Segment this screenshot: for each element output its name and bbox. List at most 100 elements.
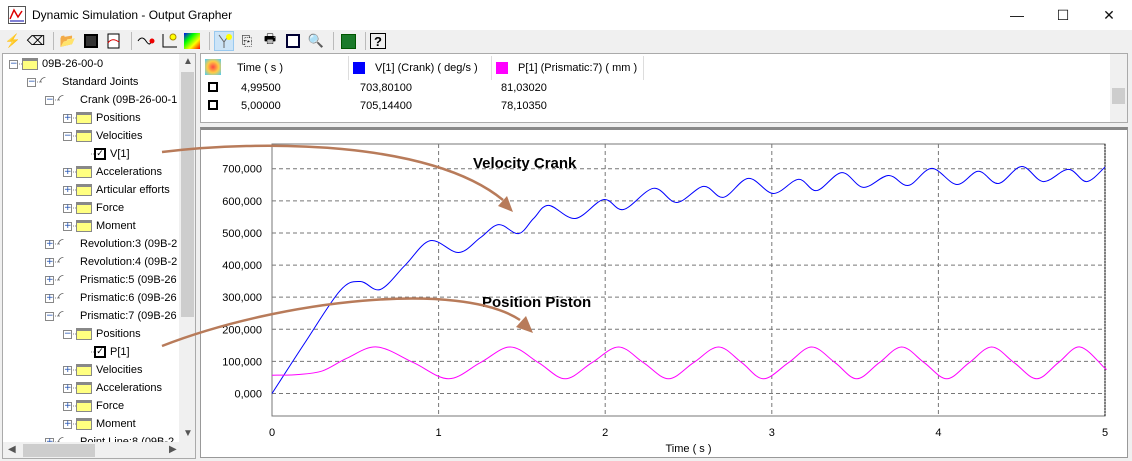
checkbox[interactable]: ✓ [94,148,106,160]
tree-item[interactable]: + Positions [63,109,141,127]
cell-time: 5,00000 [241,100,281,112]
colormap-icon[interactable] [205,59,221,75]
tree-item[interactable]: ✓ V[1] [81,145,130,163]
scroll-thumb[interactable] [181,72,194,317]
expand-icon[interactable]: + [45,256,54,267]
scroll-thumb[interactable] [1112,88,1125,104]
column-header-position[interactable]: P[1] (Prismatic:7) ( mm ) [492,56,644,80]
curve-icon[interactable] [136,31,156,51]
scroll-up-icon[interactable]: ▲ [183,56,193,67]
folder-icon [76,418,92,430]
collapse-icon[interactable]: − [45,94,54,105]
excel-icon[interactable] [338,31,358,51]
tree-item[interactable]: − ◜ Prismatic:7 (09B-26 [45,307,177,325]
collapse-icon[interactable]: − [45,310,54,321]
chart[interactable]: 0,000 100,000 200,000 300,000 400,000 500,000… [201,130,1127,458]
vertical-scrollbar[interactable]: ▲ ▼ [179,54,195,442]
expand-icon[interactable]: + [63,202,72,213]
tree-item[interactable]: − Velocities [63,127,142,145]
folder-icon [76,382,92,394]
collapse-icon[interactable]: − [63,130,72,141]
tree-item[interactable]: − ◜ Standard Joints [27,73,138,91]
scroll-left-icon[interactable]: ◀ [8,444,16,455]
scroll-down-icon[interactable]: ▼ [183,428,193,439]
folder-icon [76,166,92,178]
collapse-icon[interactable]: − [9,58,18,69]
y-tick-label: 100,000 [222,356,262,368]
joint-icon: ◜ [40,74,46,90]
tree-item[interactable]: ✓ P[1] [81,343,130,361]
help-icon[interactable]: ? [370,33,386,49]
copy-icon[interactable]: ⎘ [241,33,253,48]
tree-item[interactable]: + Moment [63,415,136,433]
tree-item[interactable]: − Positions [63,325,141,343]
x-tick-label: 1 [436,427,442,439]
expand-icon[interactable]: + [45,292,54,303]
tree-item-label: Accelerations [96,166,163,178]
lightning-icon[interactable]: ⚡ [4,33,22,48]
expand-icon[interactable]: + [63,400,72,411]
y-tick-label: 300,000 [222,292,262,304]
cursor-tool-icon[interactable] [214,31,234,51]
zoom-icon[interactable]: 🔍 [307,33,325,48]
expand-icon[interactable]: + [63,184,72,195]
tree-item-label: Revolution:4 (09B-2 [80,256,178,268]
tree-item[interactable]: + Accelerations [63,163,162,181]
collapse-icon[interactable]: − [63,328,72,339]
save-icon[interactable] [81,31,101,51]
row-checkbox[interactable] [208,100,218,110]
expand-icon[interactable]: + [45,274,54,285]
tree-item[interactable]: − ◜ Crank (09B-26-00-1 [45,91,177,109]
x-tick-label: 4 [935,427,941,439]
tree-item[interactable]: + ◜ Prismatic:6 (09B-26 [45,289,177,307]
zoom-fit-icon[interactable] [283,31,303,51]
expand-icon[interactable]: + [63,166,72,177]
axis-point-icon[interactable] [159,31,179,51]
scroll-right-icon[interactable]: ▶ [169,444,177,455]
joint-icon: ◜ [58,92,64,108]
column-header-time[interactable]: Time ( s ) [231,56,349,80]
joint-icon: ◜ [58,236,64,252]
tree-item[interactable]: − 09B-26-00-0 [9,55,103,73]
eraser-icon[interactable]: ⌫ [26,33,46,48]
horizontal-scrollbar[interactable]: ◀ ▶ [3,442,195,458]
tree-item-label: Moment [96,220,136,232]
chart-panel: 0,000 100,000 200,000 300,000 400,000 500,000… [200,127,1128,458]
row-checkbox[interactable] [208,82,218,92]
column-header-velocity[interactable]: V[1] (Crank) ( deg/s ) [349,56,492,80]
cell-velocity: 705,14400 [360,100,412,112]
tree-item[interactable]: + Velocities [63,361,142,379]
expand-icon[interactable]: + [63,112,72,123]
colormap-icon[interactable] [182,31,202,51]
tree-item[interactable]: + ◜ Revolution:4 (09B-2 [45,253,177,271]
tree-item[interactable]: + ◜ Prismatic:5 (09B-26 [45,271,177,289]
collapse-icon[interactable]: − [27,76,36,87]
maximize-button[interactable]: ☐ [1056,6,1070,23]
plot-area [271,143,1106,417]
open-folder-icon[interactable]: 📂 [59,33,77,48]
scroll-thumb[interactable] [23,444,95,457]
export-curve-icon[interactable] [104,31,124,51]
tree-item[interactable]: + ◜ Revolution:3 (09B-2 [45,235,177,253]
expand-icon[interactable]: + [63,364,72,375]
expand-icon[interactable]: + [45,238,54,249]
tree-item-label: 09B-26-00-0 [42,58,104,70]
expand-icon[interactable]: + [63,220,72,231]
expand-icon[interactable]: + [63,418,72,429]
y-tick-label: 600,000 [222,196,262,208]
checkbox[interactable]: ✓ [94,346,106,358]
expand-icon[interactable]: + [63,382,72,393]
tree-item-label: Accelerations [96,382,163,394]
tree-item[interactable]: + Articular efforts [63,181,170,199]
tree-panel: −09B-26-00-0− ◜ Standard Joints − ◜ Crank (09… [2,53,196,459]
app-icon [8,6,26,24]
close-button[interactable]: ✕ [1103,6,1115,23]
tree-item[interactable]: + Accelerations [63,379,162,397]
minimize-button[interactable]: — [1010,7,1024,23]
y-tick-label: 400,000 [222,260,262,272]
table-scrollbar[interactable] [1110,54,1127,122]
tree-item[interactable]: + Moment [63,217,136,235]
tree-item[interactable]: + Force [63,397,124,415]
print-icon[interactable]: 🖶 [263,31,277,46]
tree-item[interactable]: + Force [63,199,124,217]
